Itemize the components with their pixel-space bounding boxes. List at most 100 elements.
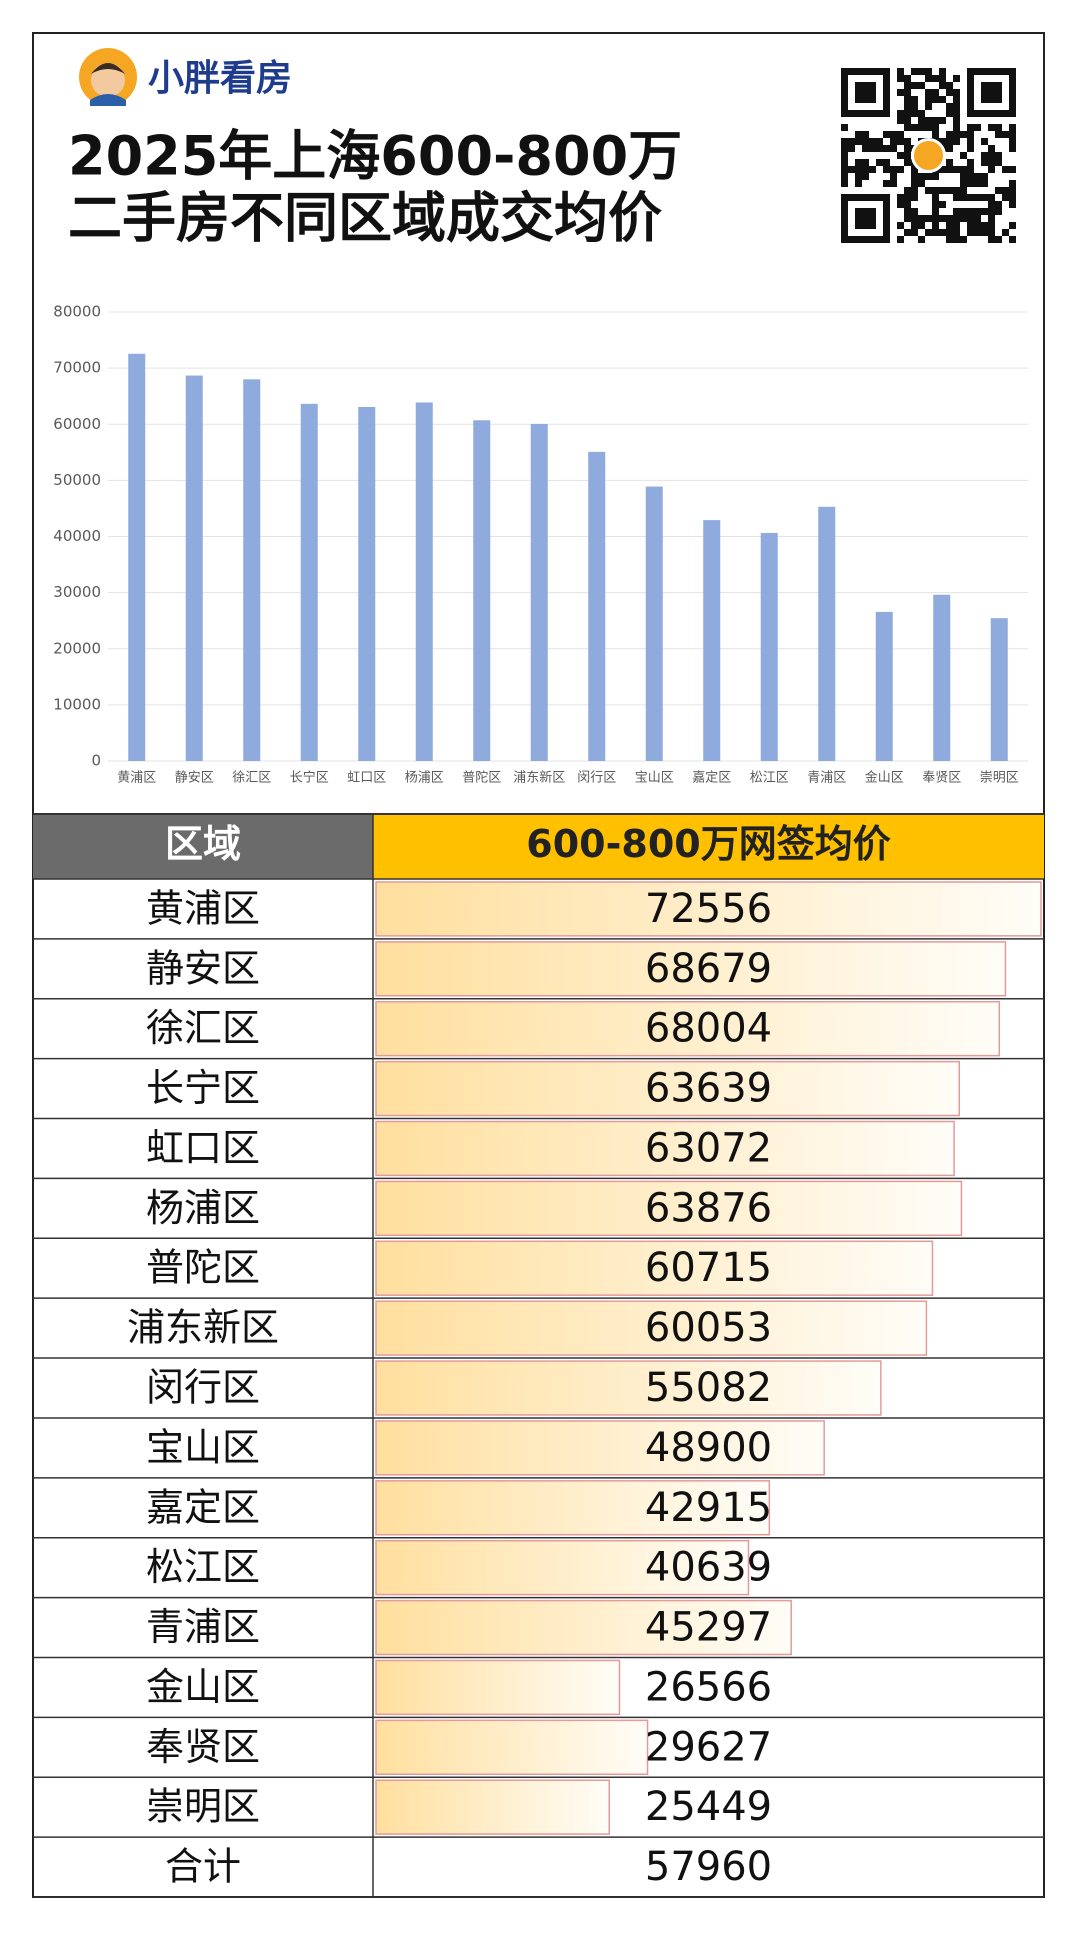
- qr-cell: [883, 159, 890, 166]
- x-tick-label: 闵行区: [577, 771, 616, 786]
- qr-cell: [932, 229, 939, 236]
- qr-cell: [904, 229, 911, 236]
- qr-cell: [981, 208, 988, 215]
- qr-cell: [925, 215, 932, 222]
- qr-cell: [897, 222, 904, 229]
- data-bar: [375, 881, 1042, 937]
- qr-cell: [883, 166, 890, 173]
- row-label: 崇明区: [146, 1785, 260, 1829]
- bar: [358, 407, 376, 761]
- qr-cell: [960, 215, 967, 222]
- y-tick-label: 20000: [53, 639, 101, 657]
- qr-cell: [904, 89, 911, 96]
- x-tick-label: 虹口区: [347, 771, 386, 786]
- qr-cell: [932, 208, 939, 215]
- qr-cell: [932, 124, 939, 131]
- logo-body: [90, 94, 126, 106]
- qr-cell: [953, 236, 960, 243]
- qr-cell: [897, 110, 904, 117]
- qr-cell: [953, 187, 960, 194]
- qr-cell: [960, 180, 967, 187]
- qr-cell: [897, 89, 904, 96]
- qr-cell: [939, 75, 946, 82]
- qr-cell: [925, 187, 932, 194]
- qr-cell: [953, 166, 960, 173]
- qr-cell: [967, 145, 974, 152]
- row-value: 60053: [645, 1305, 772, 1351]
- bar: [185, 375, 203, 761]
- header-cell: [33, 814, 373, 879]
- qr-cell: [960, 208, 967, 215]
- row-value: 68679: [645, 946, 772, 992]
- qr-cell: [855, 131, 862, 138]
- qr-cell: [1009, 124, 1016, 131]
- qr-cell: [890, 166, 897, 173]
- qr-cell: [953, 194, 960, 201]
- brand: 小胖看房: [148, 58, 292, 99]
- qr-cell: [848, 138, 855, 145]
- row-value: 40639: [645, 1545, 772, 1591]
- qr-cell: [946, 138, 953, 145]
- data-bar: [375, 1360, 882, 1416]
- qr-cell: [946, 229, 953, 236]
- qr-cell: [925, 96, 932, 103]
- qr-cell: [988, 124, 995, 131]
- qr-cell: [953, 229, 960, 236]
- qr-cell: [932, 201, 939, 208]
- x-tick-label: 金山区: [865, 770, 904, 786]
- data-bar: [375, 1719, 649, 1775]
- qr-cell: [890, 180, 897, 187]
- x-tick-label: 杨浦区: [405, 771, 444, 786]
- x-tick-label: 浦东新区: [513, 770, 565, 786]
- qr-cell: [1002, 166, 1009, 173]
- qr-cell: [946, 215, 953, 222]
- y-tick-label: 0: [91, 752, 101, 770]
- qr-cell: [918, 173, 925, 180]
- qr-cell: [967, 159, 974, 166]
- qr-cell: [904, 110, 911, 117]
- qr-finder: [841, 194, 890, 243]
- qr-cell: [953, 117, 960, 124]
- x-tick-label: 黄浦区: [117, 771, 156, 786]
- qr-cell: [897, 201, 904, 208]
- data-bar: [375, 1300, 928, 1356]
- qr-cell: [995, 201, 1002, 208]
- qr-cell: [995, 159, 1002, 166]
- qr-cell: [988, 166, 995, 173]
- qr-cell: [862, 159, 869, 166]
- qr-cell: [925, 124, 932, 131]
- data-bar: [375, 1659, 621, 1716]
- qr-cell: [988, 208, 995, 215]
- qr-cell: [932, 194, 939, 201]
- title-line: 二手房不同区域成交均价: [68, 187, 662, 250]
- qr-cell: [932, 75, 939, 82]
- qr-cell: [918, 110, 925, 117]
- qr-cell: [841, 138, 848, 145]
- data-bar: [375, 1779, 610, 1835]
- qr-cell: [939, 187, 946, 194]
- qr-cell: [967, 194, 974, 201]
- qr-cell: [904, 138, 911, 145]
- qr-cell: [1009, 131, 1016, 138]
- qr-cell: [946, 89, 953, 96]
- qr-cell: [932, 96, 939, 103]
- qr-cell: [995, 208, 1002, 215]
- qr-cell: [925, 89, 932, 96]
- qr-cell: [904, 96, 911, 103]
- qr-cell: [890, 145, 897, 152]
- qr-cell: [911, 68, 918, 75]
- qr-cell: [925, 229, 932, 236]
- qr-cell: [974, 194, 981, 201]
- qr-cell: [1009, 145, 1016, 152]
- qr-cell: [953, 215, 960, 222]
- qr-cell: [939, 96, 946, 103]
- qr-cell: [939, 166, 946, 173]
- x-tick-label: 静安区: [175, 771, 214, 786]
- qr-cell: [953, 96, 960, 103]
- qr-cell: [988, 145, 995, 152]
- qr-cell: [925, 68, 932, 75]
- qr-cell: [988, 222, 995, 229]
- qr-cell: [911, 215, 918, 222]
- qr-cell: [904, 117, 911, 124]
- qr-cell: [1009, 187, 1016, 194]
